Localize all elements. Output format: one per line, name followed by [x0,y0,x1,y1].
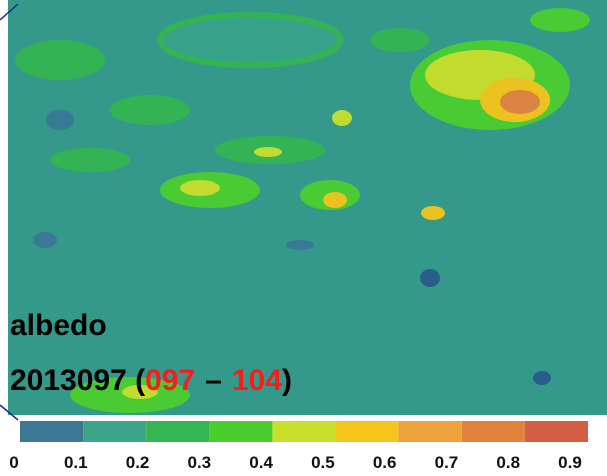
colorbar-tick-label: 0.9 [558,453,582,472]
colorbar-tick-label: 0 [9,453,18,472]
colorbar-tick-label: 0.4 [249,453,273,472]
colorbar-tick-label: 0.1 [64,453,88,472]
colorbar-segment [20,421,83,442]
colorbar-tick-label: 0.3 [188,453,212,472]
close-paren: ) [282,364,292,397]
colorbar-segment [146,421,209,442]
colorbar-tick-label: 0.5 [311,453,335,472]
date: 2013097 ( [10,364,145,397]
colorbar-tick-label: 0.6 [373,453,397,472]
colorbar-segment [399,421,462,442]
colorbar-segment [272,421,335,442]
colorbar-tick-label: 0.7 [435,453,459,472]
colorbar-segment [336,421,399,442]
colorbar-tick-label: 0.8 [496,453,520,472]
start-day: 097 [145,364,195,397]
variable-label: albedo [10,309,107,342]
albedo-map: albedo 2013097 (097–104) [0,0,607,420]
date-label: 2013097 (097–104) [10,364,292,397]
figure: albedo 2013097 (097–104) 0 0.1 0.2 0.3 0.4 0.… [0,0,607,476]
colorbar-segment [209,421,272,442]
colorbar: 0 0.1 0.2 0.3 0.4 0.5 0.6 0.7 0.8 0.9 [9,421,588,472]
colorbar-segment [462,421,525,442]
end-day: 104 [232,364,282,397]
colorbar-tick-label: 0.2 [126,453,150,472]
separator: – [205,364,222,397]
colorbar-segment [83,421,146,442]
colorbar-segment [525,421,588,442]
